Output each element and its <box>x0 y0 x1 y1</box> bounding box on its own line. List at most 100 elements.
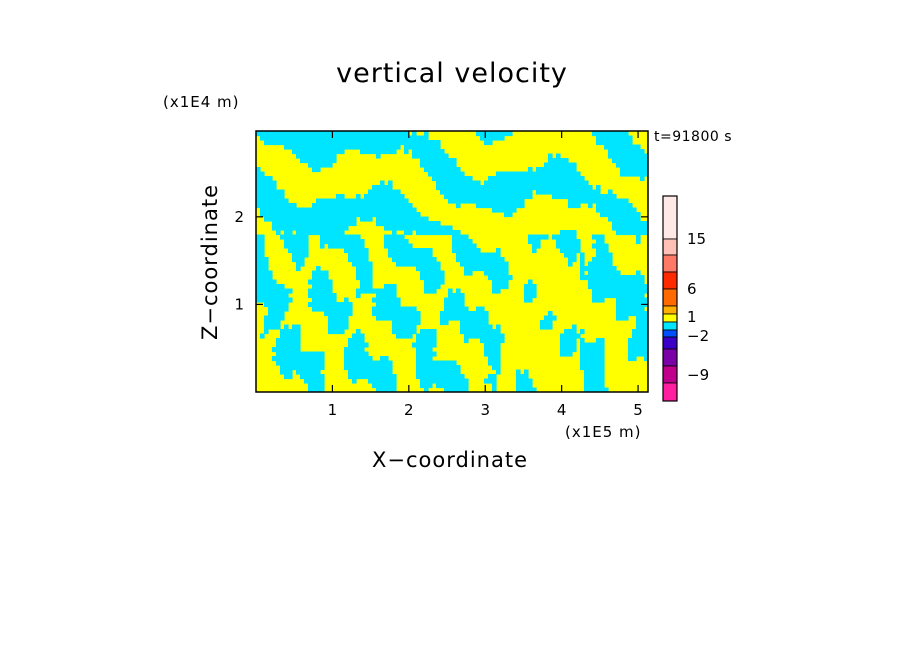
field-cell <box>500 203 505 209</box>
field-cell <box>376 374 381 380</box>
field-cell <box>396 207 401 213</box>
field-cell <box>356 239 361 245</box>
field-cell <box>632 144 637 150</box>
field-cell <box>564 347 569 353</box>
field-cell <box>604 203 609 209</box>
field-cell <box>320 279 325 285</box>
field-cell <box>644 329 648 335</box>
field-cell <box>484 261 489 267</box>
field-cell <box>448 378 453 384</box>
field-cell <box>540 234 545 240</box>
field-cell <box>508 185 513 191</box>
field-cell <box>492 207 497 213</box>
field-cell <box>620 198 625 204</box>
field-cell <box>312 212 317 218</box>
field-cell <box>524 369 529 375</box>
field-cell <box>360 131 365 137</box>
field-cell <box>280 225 285 231</box>
field-cell <box>484 185 489 191</box>
field-cell <box>488 261 493 267</box>
field-cell <box>292 252 297 258</box>
field-cell <box>372 207 377 213</box>
field-cell <box>544 162 549 168</box>
field-cell <box>632 329 637 335</box>
field-cell <box>588 279 593 285</box>
field-cell <box>588 356 593 362</box>
field-cell <box>412 131 417 137</box>
field-cell <box>296 338 301 344</box>
field-cell <box>572 162 577 168</box>
field-cell <box>560 347 565 353</box>
field-cell <box>256 266 261 272</box>
field-cell <box>468 248 473 254</box>
field-cell <box>304 360 309 366</box>
field-cell <box>296 324 301 330</box>
field-cell <box>284 351 289 357</box>
field-cell <box>632 293 637 299</box>
field-cell <box>320 243 325 249</box>
field-cell <box>332 212 337 218</box>
field-cell <box>320 230 325 236</box>
field-cell <box>272 140 277 146</box>
field-cell <box>568 234 573 240</box>
field-cell <box>312 162 317 168</box>
field-cell <box>372 185 377 191</box>
colorbar-label: −9 <box>687 366 709 384</box>
field-cell <box>568 189 573 195</box>
field-cell <box>488 324 493 330</box>
field-cell <box>616 162 621 168</box>
field-cell <box>508 203 513 209</box>
field-cell <box>512 189 517 195</box>
field-cell <box>392 198 397 204</box>
field-cell <box>556 167 561 173</box>
field-cell <box>296 207 301 213</box>
field-cell <box>432 342 437 348</box>
field-cell <box>268 324 273 330</box>
field-cell <box>432 365 437 371</box>
field-cell <box>380 369 385 375</box>
field-cell <box>640 338 645 344</box>
field-cell <box>312 284 317 290</box>
field-cell <box>272 194 277 200</box>
field-cell <box>352 257 357 263</box>
field-cell <box>324 162 329 168</box>
field-cell <box>256 293 261 299</box>
field-cell <box>448 167 453 173</box>
field-cell <box>420 261 425 267</box>
field-cell <box>420 162 425 168</box>
field-cell <box>608 149 613 155</box>
field-cell <box>276 347 281 353</box>
field-cell <box>328 207 333 213</box>
field-cell <box>344 351 349 357</box>
field-cell <box>372 288 377 294</box>
field-cell <box>584 194 589 200</box>
field-cell <box>456 315 461 321</box>
field-cell <box>468 270 473 276</box>
field-cell <box>372 140 377 146</box>
field-cell <box>364 212 369 218</box>
field-cell <box>580 347 585 353</box>
field-cell <box>308 288 313 294</box>
field-cell <box>580 342 585 348</box>
field-cell <box>568 162 573 168</box>
field-cell <box>380 131 385 137</box>
field-cell <box>596 203 601 209</box>
field-cell <box>276 338 281 344</box>
field-cell <box>564 230 569 236</box>
field-cell <box>532 185 537 191</box>
field-cell <box>384 374 389 380</box>
field-cell <box>412 248 417 254</box>
field-cell <box>560 189 565 195</box>
field-cell <box>388 248 393 254</box>
field-cell <box>268 288 273 294</box>
field-cell <box>504 261 509 267</box>
field-cell <box>596 360 601 366</box>
field-cell <box>632 338 637 344</box>
field-cell <box>356 234 361 240</box>
field-cell <box>284 234 289 240</box>
field-cell <box>592 288 597 294</box>
field-cell <box>544 324 549 330</box>
field-cell <box>448 365 453 371</box>
field-cell <box>584 275 589 281</box>
field-cell <box>396 252 401 258</box>
